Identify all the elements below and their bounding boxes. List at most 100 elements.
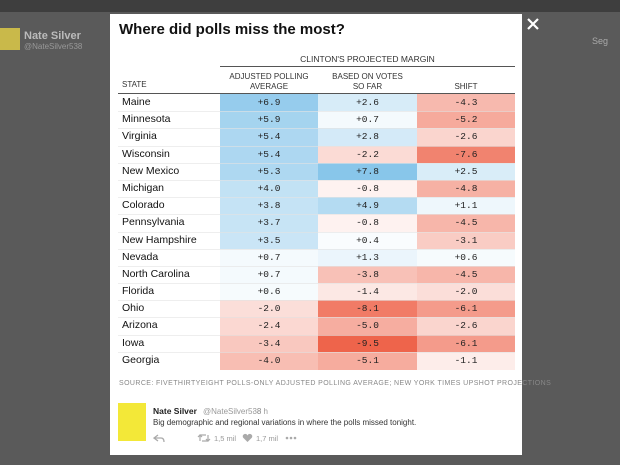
table-cell: +2.5: [417, 162, 515, 181]
row-rule: [118, 197, 515, 199]
state-name: Iowa: [122, 336, 145, 349]
table-cell: +0.4: [318, 231, 417, 250]
state-name: North Carolina: [122, 267, 190, 280]
table-cell: -2.6: [417, 317, 515, 336]
row-rule: [118, 145, 515, 147]
table-cell: +5.9: [220, 111, 318, 129]
table-cell: +5.3: [220, 162, 318, 181]
close-button[interactable]: [526, 17, 540, 31]
table-cell: +0.7: [318, 111, 417, 129]
state-name: Pennsylvania: [122, 216, 185, 229]
table-cell: -6.1: [417, 300, 515, 318]
top-bar: [0, 0, 620, 12]
table-cell: +3.7: [220, 214, 318, 232]
table-cell: -2.2: [318, 145, 417, 164]
row-rule: [118, 162, 515, 164]
bg-name: Nate Silver: [24, 30, 81, 42]
state-name: Michigan: [122, 181, 165, 194]
state-name: Arizona: [122, 319, 158, 332]
table-cell: -4.5: [417, 214, 515, 232]
column-header: ADJUSTED POLLING AVERAGE: [229, 72, 309, 91]
table-cell: -2.0: [220, 300, 318, 318]
table-cell: +2.8: [318, 128, 417, 147]
table-cell: +0.6: [220, 283, 318, 301]
table-cell: +0.7: [220, 248, 318, 267]
table-cell: +5.4: [220, 145, 318, 164]
column-header: BASED ON VOTES SO FAR: [332, 72, 403, 91]
table-cell: +2.6: [318, 94, 417, 112]
table-title: Where did polls miss the most?: [119, 21, 345, 38]
table-cell: -3.1: [417, 231, 515, 250]
table-cell: -5.1: [318, 351, 417, 370]
table-cell: -2.6: [417, 128, 515, 147]
state-name: Maine: [122, 96, 151, 108]
table-cell: -4.3: [417, 94, 515, 112]
like-count: 1,7 mil: [256, 434, 279, 443]
group-rule: [220, 66, 515, 67]
state-name: Wisconsin: [122, 147, 170, 160]
column-header: STATE: [122, 80, 147, 89]
like-icon[interactable]: [242, 433, 253, 443]
retweet-icon[interactable]: [197, 433, 211, 443]
table-cell: +1.3: [318, 248, 417, 267]
state-name: New Mexico: [122, 164, 180, 177]
table-cell: -1.1: [417, 351, 515, 370]
tweet-text: Big demographic and regional variations …: [153, 418, 417, 427]
table-cell: -1.4: [318, 283, 417, 301]
tweet-avatar: [118, 403, 146, 441]
table-cell: +4.0: [220, 179, 318, 198]
row-rule: [118, 214, 515, 216]
table-cell: -4.8: [417, 179, 515, 198]
tweet-name: Nate Silver: [153, 406, 197, 416]
table-cell: +3.5: [220, 231, 318, 250]
table-cell: -8.1: [318, 300, 417, 318]
row-rule: [118, 128, 515, 130]
state-name: New Hampshire: [122, 233, 197, 246]
row-rule: [118, 248, 515, 250]
state-name: Virginia: [122, 130, 157, 143]
source-note: SOURCE: FIVETHIRTYEIGHT POLLS-ONLY ADJUS…: [119, 380, 552, 387]
table-cell: -3.8: [318, 265, 417, 284]
table-cell: -0.8: [318, 214, 417, 232]
table-cell: -3.4: [220, 334, 318, 353]
table-cell: +0.6: [417, 248, 515, 267]
reply-icon[interactable]: [153, 433, 165, 443]
more-icon[interactable]: [285, 436, 297, 440]
bg-follow: Seg: [592, 36, 609, 46]
table-cell: -0.8: [318, 179, 417, 198]
table-cell: -7.6: [417, 145, 515, 164]
row-rule: [118, 351, 515, 353]
state-name: Minnesota: [122, 113, 171, 126]
table-cell: -9.5: [318, 334, 417, 353]
bg-avatar: [0, 28, 20, 50]
table-cell: -2.0: [417, 283, 515, 301]
group-header: CLINTON'S PROJECTED MARGIN: [300, 54, 435, 64]
state-name: Nevada: [122, 250, 159, 263]
table-cell: +3.8: [220, 197, 318, 215]
table-cell: +4.9: [318, 197, 417, 215]
retweet-count: 1,5 mil: [214, 434, 237, 443]
state-name: Florida: [122, 285, 155, 298]
table-cell: +6.9: [220, 94, 318, 112]
table-cell: +7.8: [318, 162, 417, 181]
row-rule: [118, 179, 515, 181]
table-cell: -5.2: [417, 111, 515, 129]
bg-handle: @NateSilver538: [24, 42, 83, 51]
header-rule: [118, 93, 515, 94]
table-cell: +1.1: [417, 197, 515, 215]
state-name: Ohio: [122, 302, 145, 315]
state-name: Colorado: [122, 199, 165, 212]
row-rule: [118, 231, 515, 233]
row-rule: [118, 111, 515, 113]
row-rule: [118, 300, 515, 302]
table-cell: -4.5: [417, 265, 515, 284]
row-rule: [118, 265, 515, 267]
tweet-handle: @NateSilver538: [203, 407, 262, 416]
table-cell: +0.7: [220, 265, 318, 284]
state-name: Georgia: [122, 353, 160, 366]
row-rule: [118, 334, 515, 336]
column-header: SHIFT: [454, 82, 478, 91]
table-cell: -4.0: [220, 351, 318, 370]
table-cell: -2.4: [220, 317, 318, 336]
